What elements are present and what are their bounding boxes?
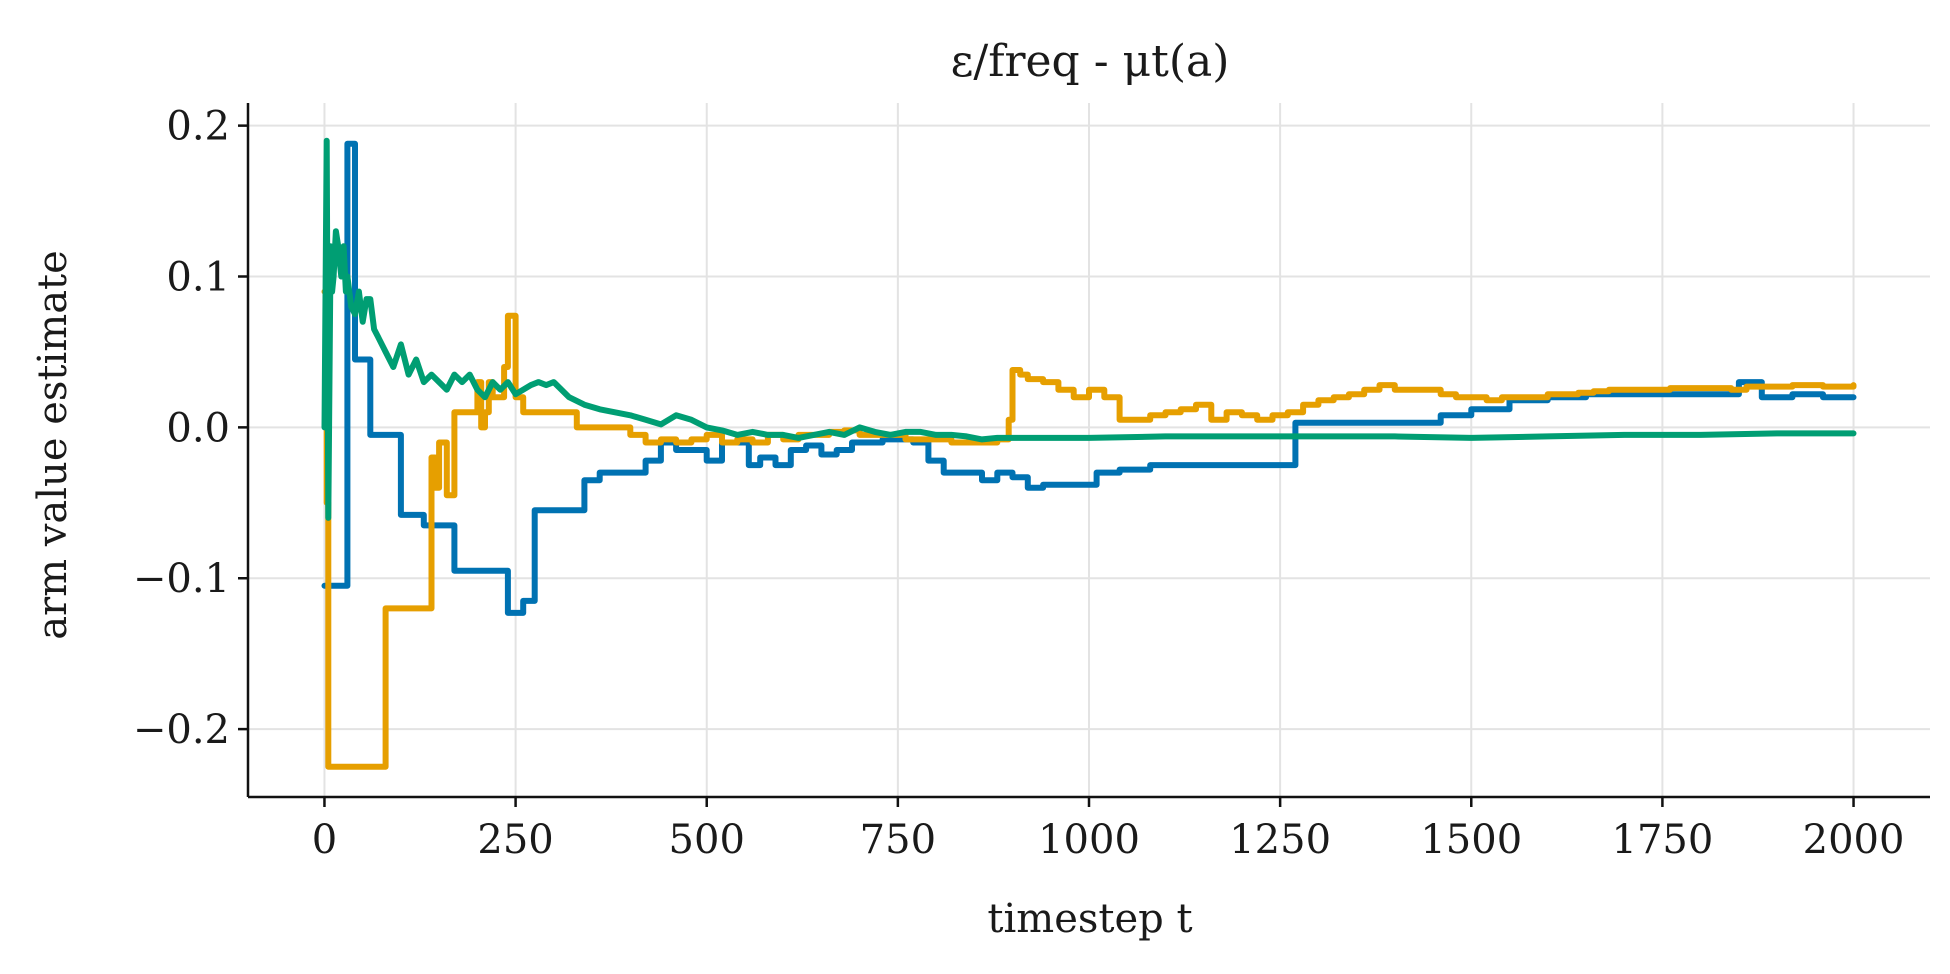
x-tick-label-8: 2000 <box>1803 817 1905 863</box>
x-tick-label-1: 250 <box>477 817 553 863</box>
y-tick-label-2: 0.0 <box>166 405 230 451</box>
y-axis-label: arm value estimate <box>30 250 76 640</box>
x-axis-label: timestep t <box>987 896 1192 942</box>
x-tick-label-0: 0 <box>312 817 337 863</box>
x-tick-label-2: 500 <box>669 817 745 863</box>
x-tick-label-6: 1500 <box>1420 817 1522 863</box>
y-tick-label-3: 0.1 <box>166 255 230 301</box>
x-tick-label-7: 1750 <box>1612 817 1714 863</box>
ticks-layer: 0 250 500 750 1000 1250 1500 1750 2000 −0.2 −0.1 0.… <box>133 104 1905 863</box>
series-line-2 <box>321 137 1857 521</box>
series-line-0 <box>321 140 1857 616</box>
y-tick-label-1: −0.1 <box>133 556 230 602</box>
series-layer <box>321 137 1857 770</box>
grid-layer <box>248 103 1930 797</box>
x-tick-label-5: 1250 <box>1229 817 1331 863</box>
y-tick-label-4: 0.2 <box>166 104 230 150</box>
x-tick-label-4: 1000 <box>1038 817 1140 863</box>
chart-title: ε/freq - μt(a) <box>951 36 1230 87</box>
x-tick-label-3: 750 <box>860 817 936 863</box>
y-tick-label-0: −0.2 <box>133 707 230 753</box>
